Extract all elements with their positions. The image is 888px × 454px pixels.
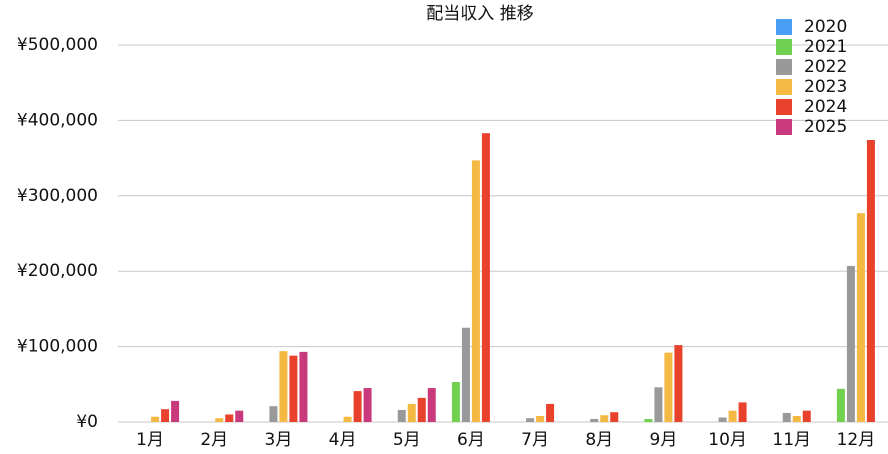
bar: [718, 417, 727, 422]
bar: [299, 351, 308, 422]
bar: [782, 412, 791, 422]
x-tick-label: 2月: [200, 430, 228, 450]
bar: [363, 388, 372, 422]
bar: [792, 415, 801, 422]
bar: [171, 400, 180, 422]
bar: [856, 213, 865, 422]
bar: [215, 418, 224, 422]
bar: [536, 415, 545, 422]
bar: [664, 352, 673, 422]
bar: [343, 416, 352, 422]
bar: [353, 391, 362, 422]
bar: [235, 410, 244, 422]
x-tick-label: 5月: [393, 430, 421, 450]
legend-swatch: [776, 119, 792, 135]
x-tick-label: 11月: [772, 430, 811, 450]
bar: [269, 406, 278, 422]
bar: [600, 415, 609, 422]
bar: [866, 140, 875, 422]
bar: [654, 387, 663, 422]
bar: [407, 403, 416, 422]
bar: [836, 388, 845, 422]
x-tick-label: 3月: [265, 430, 293, 450]
x-tick-label: 10月: [708, 430, 747, 450]
x-tick-label: 1月: [136, 430, 164, 450]
x-tick-label: 6月: [457, 430, 485, 450]
chart-title: 配当収入 推移: [426, 4, 533, 24]
x-tick-label: 12月: [837, 430, 876, 450]
legend-swatch: [776, 39, 792, 55]
legend-label: 2023: [804, 77, 847, 97]
bar: [471, 160, 480, 422]
bar: [161, 409, 170, 422]
x-tick-label: 4月: [329, 430, 357, 450]
legend-label: 2020: [804, 17, 847, 37]
y-tick-label: ¥200,000: [17, 261, 98, 281]
bar: [417, 397, 426, 422]
legend-label: 2021: [804, 37, 847, 57]
y-tick-label: ¥100,000: [17, 337, 98, 357]
y-tick-label: ¥0: [76, 412, 98, 432]
y-tick-label: ¥400,000: [17, 110, 98, 130]
bar: [674, 345, 683, 422]
legend-swatch: [776, 19, 792, 35]
legend-label: 2022: [804, 57, 847, 77]
bar: [590, 418, 599, 422]
bar: [151, 416, 160, 422]
x-tick-label: 7月: [521, 430, 549, 450]
bar: [397, 409, 406, 422]
legend-label: 2025: [804, 117, 847, 137]
x-tick-label: 9月: [650, 430, 678, 450]
bar: [481, 133, 490, 422]
bar: [610, 412, 619, 422]
bar: [289, 355, 298, 422]
legend-swatch: [776, 79, 792, 95]
y-tick-label: ¥300,000: [17, 186, 98, 206]
bar: [427, 388, 436, 422]
bar: [546, 403, 555, 422]
y-tick-label: ¥500,000: [17, 35, 98, 55]
bar: [451, 382, 460, 422]
bar: [225, 414, 234, 422]
bar: [644, 418, 653, 422]
legend-swatch: [776, 99, 792, 115]
bar: [461, 327, 470, 422]
bar: [738, 402, 747, 422]
bar: [846, 265, 855, 422]
bar: [728, 410, 737, 422]
x-tick-label: 8月: [585, 430, 613, 450]
bar: [526, 418, 535, 422]
bar: [279, 351, 288, 422]
bar: [802, 410, 811, 422]
legend-label: 2024: [804, 97, 847, 117]
legend-swatch: [776, 59, 792, 75]
